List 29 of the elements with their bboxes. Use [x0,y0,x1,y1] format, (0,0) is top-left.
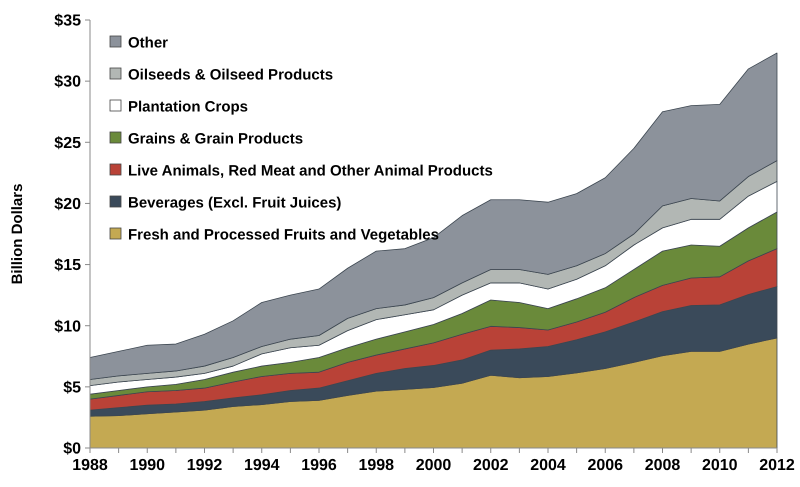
legend-label: Oilseeds & Oilseed Products [128,66,334,84]
x-tick-label: 1996 [301,457,337,474]
x-tick-label: 2012 [759,457,795,474]
x-tick-label: 1990 [129,457,166,474]
x-tick-label: 2002 [472,457,509,474]
legend-label: Live Animals, Red Meat and Other Animal Products [128,162,493,180]
x-tick-label: 2004 [530,457,566,474]
y-tick-label: $0 [63,440,82,458]
y-axis-title: Billion Dollars [9,184,26,284]
x-tick-label: 2006 [587,457,624,474]
y-tick-label: $5 [63,379,82,396]
x-tick-label: 1998 [358,457,394,474]
legend-label: Other [128,34,168,52]
x-tick-label: 2010 [702,457,738,474]
legend-label: Fresh and Processed Fruits and Vegetables [128,226,439,244]
y-tick-label: $25 [54,134,82,152]
x-tick-label: 2008 [644,457,680,474]
y-tick-label: $30 [54,74,82,91]
y-tick-label: $15 [54,257,82,274]
legend-label: Beverages (Excl. Fruit Juices) [128,194,342,212]
x-tick-label: 1994 [244,457,280,474]
y-tick-label: $35 [54,12,82,30]
x-tick-label: 2000 [416,457,452,474]
x-tick-label: 1992 [186,457,222,474]
y-tick-label: $20 [54,196,82,214]
y-tick-label: $10 [54,318,82,336]
legend-label: Plantation Crops [128,98,248,116]
legend-label: Grains & Grain Products [128,130,304,148]
x-tick-label: 1988 [72,457,108,474]
